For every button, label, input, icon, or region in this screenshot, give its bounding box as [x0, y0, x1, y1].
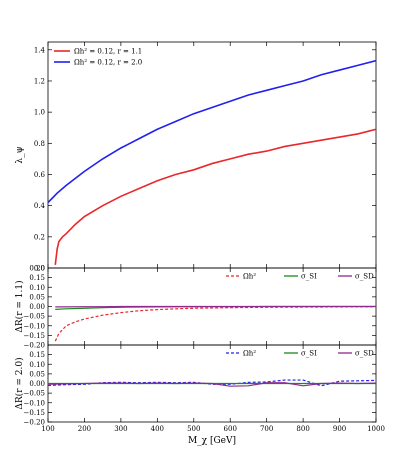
panel-middle-series-0: [54, 306, 376, 342]
panel-bottom-ytick-label-6: 0.10: [29, 361, 45, 369]
panel-bottom-ytick-label-5: 0.05: [29, 370, 45, 378]
panel-bottom-xtick-label-3: 400: [151, 425, 164, 433]
panel-top-ytick-label-0: 0.0: [34, 265, 45, 273]
panel-middle-legend-label-0: Ωh²: [243, 273, 256, 281]
panel-bottom-ylabel: ΔR(r = 2.0): [14, 357, 25, 409]
panel-bottom-ytick-label-7: 0.15: [29, 351, 45, 359]
panel-top-ytick-label-4: 0.8: [34, 140, 45, 148]
panel-middle-legend-label-2: σ_SD: [355, 273, 374, 281]
panel-bottom-legend-label-0: Ωh²: [243, 350, 256, 358]
panel-bottom-series-2: [48, 382, 376, 387]
panel-bottom-legend-label-1: σ_SI: [301, 350, 317, 358]
panel-middle-ytick-label-7: 0.15: [29, 274, 45, 282]
panel-middle-ytick-label-1: −0.15: [24, 332, 45, 340]
panel-top-series-0: [54, 128, 376, 265]
panel-bottom-xtick-label-5: 600: [224, 425, 237, 433]
panel-top-ytick-label-3: 0.6: [34, 171, 46, 179]
panel-top-ylabel: λ_ψ: [15, 146, 25, 163]
panel-middle-ytick-label-3: −0.05: [24, 313, 45, 321]
panel-top-ytick-label-5: 1.0: [34, 109, 45, 117]
panel-middle-ytick-label-6: 0.10: [29, 284, 45, 292]
panel-bottom-xtick-label-9: 1000: [367, 425, 385, 433]
panel-bottom-ytick-label-3: −0.05: [24, 390, 45, 398]
panel-middle-ylabel: ΔR(r = 1.1): [14, 280, 25, 332]
panel-top-series-1: [48, 59, 376, 204]
panel-bottom-xtick-label-4: 500: [187, 425, 200, 433]
panel-middle-legend-label-1: σ_SI: [301, 273, 317, 281]
panel-bottom-xtick-label-7: 800: [296, 425, 309, 433]
panel-top-legend-label-0: Ωh² = 0.12, r = 1.1: [74, 48, 142, 56]
panel-bottom-xtick-label-0: 100: [41, 425, 54, 433]
panel-bottom-xtick-label-8: 900: [333, 425, 346, 433]
panel-bottom: −0.20 −0.15 −0.10−0.05 0.00 0.050.10 0.15 100 2…: [14, 344, 385, 446]
panel-top-ytick-label-1: 0.2: [34, 233, 45, 241]
panel-top-ytick-label-2: 0.4: [34, 202, 46, 210]
panel-top-ytick-label-7: 1.4: [34, 46, 46, 54]
panel-middle-ytick-label-4: 0.00: [29, 303, 45, 311]
panel-top-legend-label-1: Ωh² = 0.12, r = 2.0: [74, 59, 142, 67]
panel-bottom-ytick-label-2: −0.10: [24, 399, 45, 407]
panel-bottom-xtick-label-1: 200: [78, 425, 91, 433]
panel-middle-ytick-label-2: −0.10: [24, 322, 45, 330]
panel-bottom-ytick-label-1: −0.15: [24, 409, 45, 417]
panel-bottom-xtick-label-6: 700: [260, 425, 273, 433]
panel-middle-ytick-label-8: 0.20: [29, 265, 45, 273]
panel-bottom-ytick-label-0: −0.20: [24, 419, 45, 427]
panel-bottom-xlabel: M_χ [GeV]: [188, 436, 236, 446]
panel-bottom-ytick-label-4: 0.00: [29, 380, 45, 388]
panel-top-ytick-label-6: 1.2: [34, 77, 45, 85]
panel-middle-ytick-label-0: −0.20: [24, 342, 45, 350]
panel-bottom-legend-label-2: σ_SD: [355, 350, 374, 358]
panel-bottom-xtick-label-2: 300: [114, 425, 127, 433]
panel-middle: −0.20 −0.15 −0.10−0.05 0.00 0.050.10 0.150.20…: [14, 265, 377, 350]
panel-middle-ytick-label-5: 0.05: [29, 293, 45, 301]
